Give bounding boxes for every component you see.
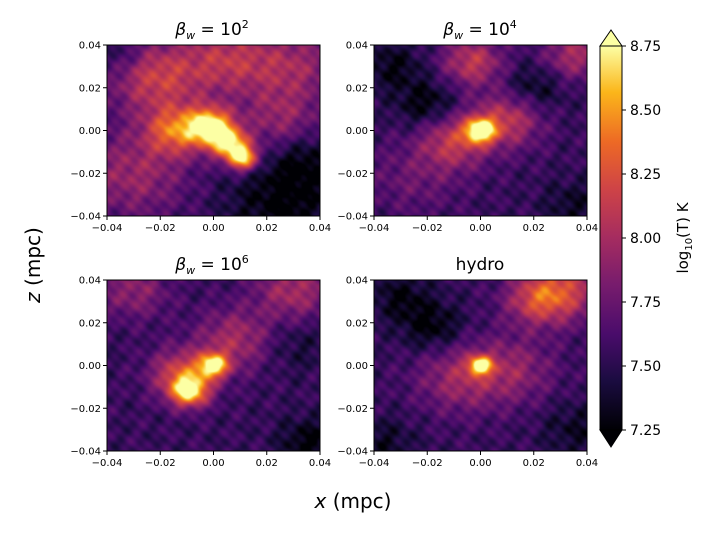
y-axis-label: z (mpc) — [21, 227, 45, 304]
panel-title: βw = 102 — [174, 18, 249, 42]
x-tick-label: −0.02 — [412, 223, 443, 234]
y-tick-label: 0.04 — [79, 41, 101, 52]
y-tick-label: 0.00 — [79, 361, 101, 372]
x-tick-label: 0.02 — [256, 223, 278, 234]
x-tick-label: 0.00 — [469, 458, 491, 469]
x-tick-label: 0.04 — [309, 223, 331, 234]
colorbar-tick-label: 8.50 — [630, 103, 661, 119]
y-tick-label: 0.04 — [346, 41, 368, 52]
heatmap-image — [374, 280, 587, 451]
y-tick-label: 0.00 — [346, 126, 368, 137]
panel-title: hydro — [456, 255, 505, 275]
y-tick-label: −0.02 — [337, 404, 368, 415]
x-tick-label: 0.02 — [523, 458, 545, 469]
colorbar: 8.75 8.50 8.25 8.00 7.75 7.50 7.25 log10(T) K — [599, 29, 695, 448]
x-tick-label: 0.04 — [309, 458, 331, 469]
x-tick-label: −0.04 — [359, 223, 390, 234]
panel-title: βw = 104 — [442, 18, 517, 42]
colorbar-tick-label: 7.50 — [630, 359, 661, 375]
x-tick-label: −0.02 — [412, 458, 443, 469]
y-tick-label: 0.04 — [346, 276, 368, 287]
x-tick-label: −0.04 — [92, 223, 123, 234]
x-tick-label: −0.02 — [145, 223, 176, 234]
panel-beta-1e6: βw = 106 −0.04 −0.02 0.00 0.02 0.04 0.04 0.02 0… — [70, 253, 331, 469]
x-tick-label: 0.04 — [576, 458, 598, 469]
x-tick-label: 0.00 — [202, 458, 224, 469]
x-axis-label: x (mpc) — [314, 489, 392, 513]
y-tick-label: 0.02 — [346, 83, 368, 94]
colorbar-tick-label: 7.25 — [630, 423, 661, 439]
y-tick-label: −0.02 — [337, 169, 368, 180]
panel-hydro: hydro −0.04 −0.02 0.00 0.02 0.04 0.04 0.02 0.00… — [337, 255, 598, 469]
x-tick-label: −0.02 — [145, 458, 176, 469]
y-tick-label: −0.04 — [70, 212, 101, 223]
colorbar-extend-min — [599, 429, 623, 448]
y-tick-label: −0.02 — [70, 169, 101, 180]
colorbar-tick-label: 8.00 — [630, 231, 661, 247]
y-tick-label: 0.02 — [346, 318, 368, 329]
y-tick-label: 0.00 — [79, 126, 101, 137]
x-tick-label: 0.00 — [202, 223, 224, 234]
x-tick-label: 0.02 — [256, 458, 278, 469]
colorbar-tick-label: 7.75 — [630, 295, 661, 311]
x-tick-label: −0.04 — [92, 458, 123, 469]
colorbar-tick-label: 8.75 — [630, 39, 661, 55]
y-tick-label: 0.02 — [79, 318, 101, 329]
x-tick-label: −0.04 — [359, 458, 390, 469]
y-tick-label: 0.00 — [346, 361, 368, 372]
panel-title: βw = 106 — [174, 253, 249, 277]
colorbar-gradient — [599, 45, 623, 431]
colorbar-extend-max — [599, 29, 623, 47]
colorbar-label: log10(T) K — [674, 201, 695, 273]
x-tick-label: 0.00 — [469, 223, 491, 234]
panel-beta-1e2: βw = 102 −0.04 −0.02 0.00 0.02 0.04 0.04 0.02 0… — [70, 18, 331, 234]
panel-beta-1e4: βw = 104 −0.04 −0.02 0.00 0.02 0.04 0.04 0.02 0… — [337, 18, 598, 234]
heatmap-image — [107, 280, 320, 451]
colorbar-tick-label: 8.25 — [630, 167, 661, 183]
x-tick-label: 0.04 — [576, 223, 598, 234]
y-tick-label: −0.04 — [70, 447, 101, 458]
y-tick-label: −0.02 — [70, 404, 101, 415]
colorbar-ticks: 8.75 8.50 8.25 8.00 7.75 7.50 7.25 — [622, 39, 661, 439]
heatmap-image — [374, 45, 587, 216]
y-tick-label: 0.02 — [79, 83, 101, 94]
heatmap-image — [107, 45, 320, 216]
y-tick-label: 0.04 — [79, 276, 101, 287]
x-tick-label: 0.02 — [523, 223, 545, 234]
y-tick-label: −0.04 — [337, 447, 368, 458]
y-tick-label: −0.04 — [337, 212, 368, 223]
